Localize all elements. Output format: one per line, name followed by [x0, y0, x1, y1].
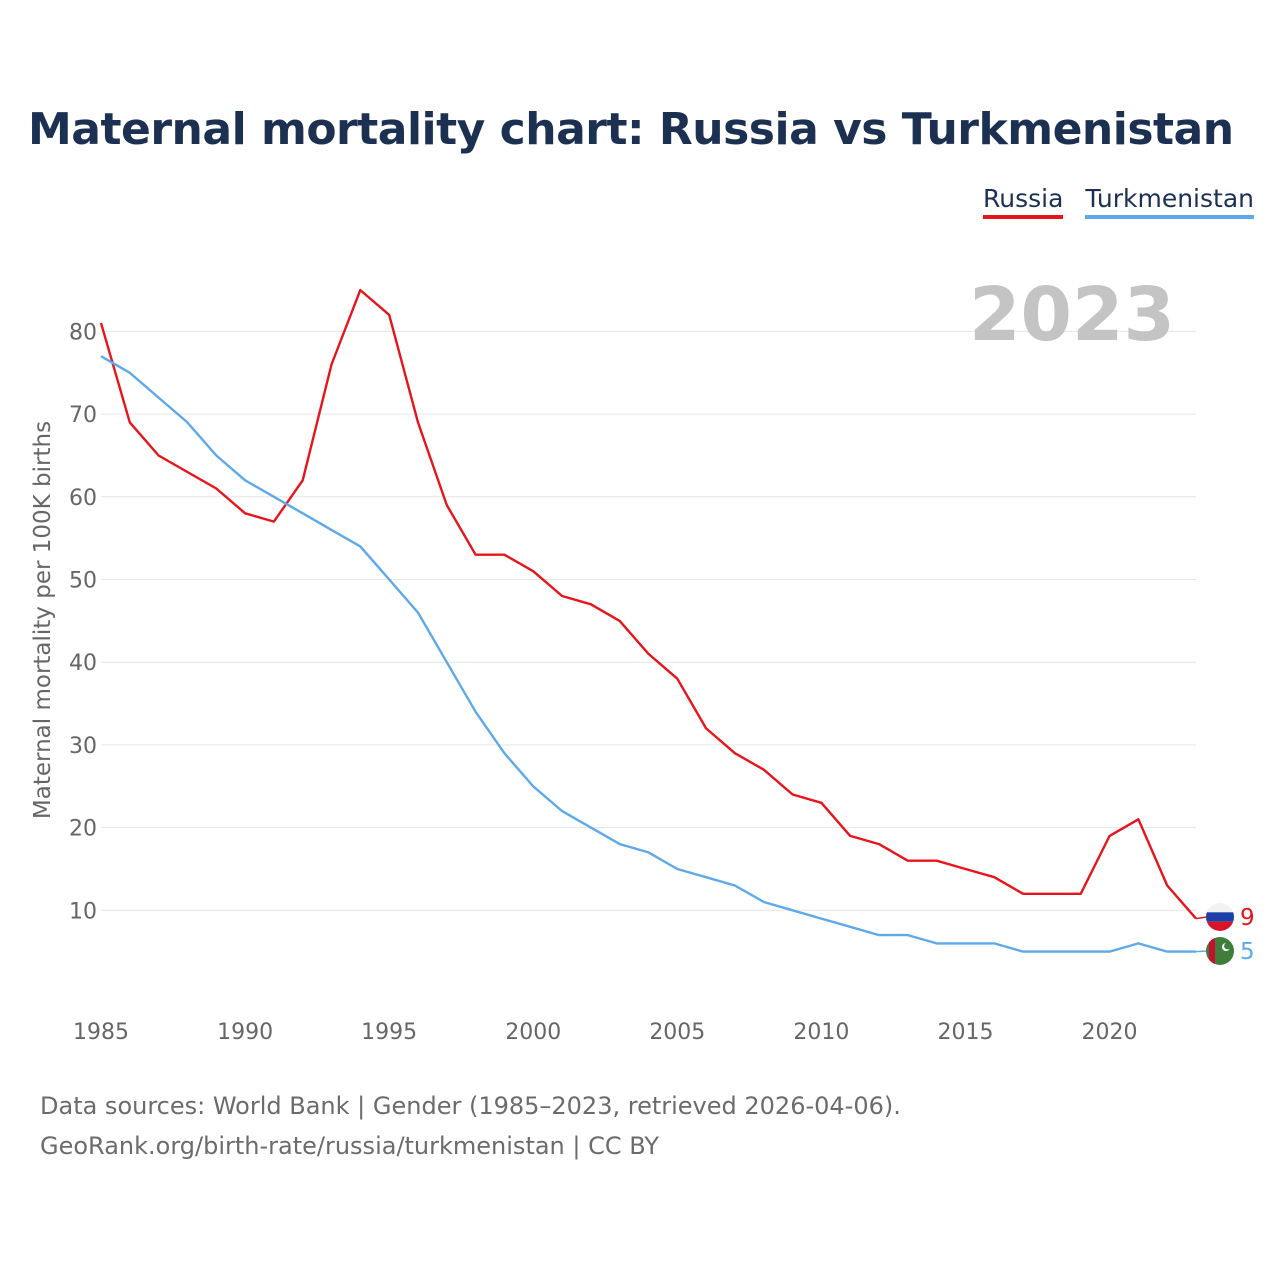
line-chart: 2023 10 20 30 40 50 60 70 80 1985 1990 1995 2000 20… [30, 272, 1255, 1045]
x-tick-label: 2020 [1082, 1020, 1138, 1045]
y-tick-label: 40 [69, 651, 97, 676]
y-tick-label: 10 [69, 899, 97, 924]
legend-item-russia[interactable]: Russia [982, 184, 1064, 219]
flag-stripe-red [1209, 937, 1215, 965]
y-tick-label: 60 [69, 486, 97, 511]
y-tick-label: 30 [69, 734, 97, 759]
y-axis-label: Maternal mortality per 100K births [30, 421, 56, 819]
end-label-turkmenistan: 5 [1240, 939, 1255, 965]
y-axis-ticks: 10 20 30 40 50 60 70 80 [69, 320, 97, 924]
y-tick-label: 80 [69, 320, 97, 345]
footer-sources: Data sources: World Bank | Gender (1985–… [40, 1092, 901, 1120]
y-tick-label: 20 [69, 817, 97, 842]
series-lines [99, 288, 1197, 953]
footer: Data sources: World Bank | Gender (1985–… [40, 1086, 901, 1166]
x-tick-label: 2005 [649, 1020, 705, 1045]
end-connector-turkmenistan [1195, 950, 1208, 953]
grid-lines [101, 330, 1196, 911]
x-tick-label: 2010 [793, 1020, 849, 1045]
end-markers: 95 [1195, 903, 1255, 965]
flag-stripe-blue [1206, 912, 1234, 922]
flag-turkmenistan [1206, 937, 1234, 965]
end-connector-russia [1195, 916, 1208, 920]
flag-crescent-cut [1224, 942, 1231, 950]
year-label: 2023 [969, 272, 1175, 358]
x-tick-label: 2000 [505, 1020, 561, 1045]
x-tick-label: 1985 [73, 1020, 129, 1045]
x-axis-ticks: 1985 1990 1995 2000 2005 2010 2015 2020 [73, 1020, 1138, 1045]
flag-stripe-red [1206, 921, 1234, 931]
y-tick-label: 50 [69, 569, 97, 594]
series-line-turkmenistan [100, 355, 1196, 953]
x-tick-label: 2015 [937, 1020, 993, 1045]
footer-link[interactable]: GeoRank.org/birth-rate/russia/turkmenist… [40, 1132, 660, 1160]
flag-stripe-white [1206, 903, 1234, 913]
end-label-russia: 9 [1240, 905, 1255, 931]
flag-russia [1206, 903, 1234, 931]
y-tick-label: 70 [69, 403, 97, 428]
x-tick-label: 1995 [361, 1020, 417, 1045]
page-title: Maternal mortality chart: Russia vs Turk… [28, 104, 1234, 155]
x-tick-label: 1990 [217, 1020, 273, 1045]
legend: Russia Turkmenistan [982, 184, 1254, 219]
series-line-russia [99, 288, 1197, 920]
legend-item-turkmenistan[interactable]: Turkmenistan [1085, 184, 1254, 219]
